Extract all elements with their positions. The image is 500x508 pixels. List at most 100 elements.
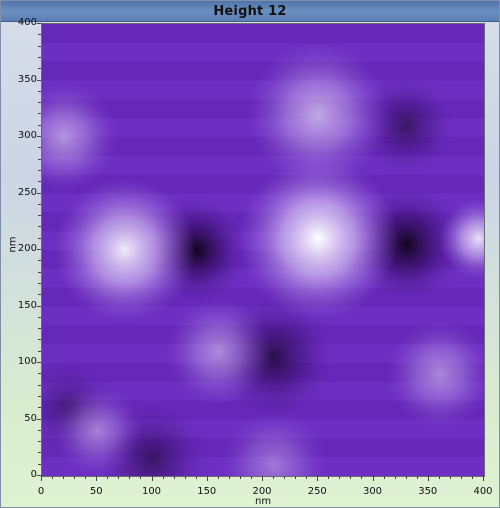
x-minor-tick bbox=[85, 476, 87, 479]
y-minor-tick bbox=[38, 249, 41, 250]
y-minor-tick bbox=[38, 102, 41, 104]
y-minor-tick bbox=[38, 407, 41, 409]
x-minor-tick bbox=[96, 476, 98, 479]
x-minor-tick bbox=[118, 476, 120, 479]
x-minor-tick bbox=[107, 476, 109, 479]
y-minor-tick bbox=[38, 181, 41, 183]
y-minor-tick bbox=[38, 316, 41, 318]
x-minor-tick bbox=[416, 476, 418, 479]
x-tick-label: 350 bbox=[418, 486, 438, 497]
y-minor-tick bbox=[38, 79, 41, 81]
x-minor-tick bbox=[394, 476, 396, 479]
x-minor-tick bbox=[273, 476, 275, 479]
y-minor-tick bbox=[38, 124, 41, 126]
y-minor-tick bbox=[38, 45, 41, 47]
y-tick-label: 350 bbox=[17, 73, 37, 85]
x-tick-label: 300 bbox=[362, 486, 383, 497]
y-minor-tick bbox=[38, 226, 41, 228]
x-tick-label: 200 bbox=[252, 486, 272, 497]
x-minor-tick bbox=[405, 476, 407, 479]
heatmap-texture-band bbox=[42, 42, 484, 62]
x-minor-tick bbox=[460, 476, 462, 479]
x-minor-tick bbox=[361, 476, 363, 479]
height-map-peak bbox=[53, 385, 142, 476]
x-tick-label: 50 bbox=[89, 486, 103, 497]
x-minor-tick bbox=[306, 476, 308, 479]
x-minor-tick bbox=[173, 476, 175, 479]
x-minor-tick bbox=[239, 476, 241, 479]
y-minor-tick bbox=[38, 113, 41, 115]
x-minor-tick bbox=[140, 476, 142, 479]
x-minor-tick bbox=[184, 476, 186, 479]
y-minor-tick bbox=[38, 192, 41, 194]
x-minor-tick bbox=[41, 476, 42, 479]
y-minor-tick bbox=[38, 305, 41, 307]
x-minor-tick bbox=[151, 476, 153, 479]
y-tick-label: 150 bbox=[17, 299, 37, 311]
y-tick-label: 0 bbox=[30, 469, 37, 480]
x-tick-label: 100 bbox=[141, 486, 162, 497]
y-minor-tick bbox=[38, 34, 41, 36]
y-tick-label: 250 bbox=[17, 186, 37, 198]
height-map-peak bbox=[42, 82, 118, 192]
y-minor-tick bbox=[38, 463, 41, 465]
x-minor-tick bbox=[206, 476, 208, 479]
y-minor-tick bbox=[38, 429, 41, 431]
y-axis-label: nm bbox=[7, 236, 19, 253]
height-map-peak bbox=[386, 320, 484, 429]
x-minor-tick bbox=[438, 476, 440, 479]
x-minor-tick bbox=[250, 476, 252, 479]
x-minor-tick bbox=[328, 476, 330, 479]
x-minor-tick bbox=[162, 476, 164, 479]
x-tick-label: 150 bbox=[197, 486, 217, 497]
y-minor-tick bbox=[38, 158, 41, 160]
x-tick-label: 400 bbox=[473, 486, 493, 497]
y-tick-label: 100 bbox=[17, 356, 37, 367]
height-map-peak bbox=[54, 177, 196, 323]
y-tick-label: 300 bbox=[17, 130, 37, 141]
height-map-peak bbox=[247, 42, 389, 187]
x-minor-tick bbox=[295, 476, 297, 479]
y-minor-tick bbox=[38, 418, 41, 420]
heatmap-texture-band bbox=[42, 24, 484, 43]
y-minor-tick bbox=[38, 339, 41, 341]
y-minor-tick bbox=[38, 136, 41, 137]
height-map-peak bbox=[221, 410, 328, 476]
x-minor-tick bbox=[129, 476, 131, 479]
y-tick-label: 200 bbox=[17, 243, 37, 254]
y-minor-tick bbox=[38, 68, 41, 70]
x-minor-tick bbox=[63, 476, 65, 479]
y-minor-tick bbox=[38, 203, 41, 205]
x-minor-tick bbox=[383, 476, 385, 479]
y-tick-label: 50 bbox=[24, 412, 37, 424]
y-minor-tick bbox=[38, 475, 41, 476]
x-minor-tick bbox=[195, 476, 197, 479]
x-axis-label: nm bbox=[255, 496, 272, 507]
y-minor-tick bbox=[38, 23, 41, 24]
y-minor-tick bbox=[38, 147, 41, 149]
window-title: Height 12 bbox=[213, 3, 287, 19]
x-minor-tick bbox=[372, 476, 374, 479]
height-map-peak bbox=[165, 297, 272, 406]
y-minor-tick bbox=[38, 362, 41, 363]
y-minor-tick bbox=[38, 237, 41, 239]
x-minor-tick bbox=[52, 476, 54, 479]
y-minor-tick bbox=[38, 373, 41, 375]
y-minor-tick bbox=[38, 271, 41, 273]
y-minor-tick bbox=[38, 215, 41, 217]
y-minor-tick bbox=[38, 384, 41, 386]
x-minor-tick bbox=[217, 476, 219, 479]
x-minor-tick bbox=[284, 476, 286, 479]
y-minor-tick bbox=[38, 282, 41, 284]
height-map-peak bbox=[439, 198, 484, 279]
height-map-plot[interactable] bbox=[41, 23, 485, 477]
x-minor-tick bbox=[427, 476, 429, 479]
window-titlebar[interactable]: Height 12 bbox=[1, 1, 499, 22]
x-minor-tick bbox=[317, 476, 319, 479]
y-minor-tick bbox=[38, 452, 41, 454]
y-minor-tick bbox=[38, 169, 41, 171]
x-minor-tick bbox=[350, 476, 352, 479]
y-tick-label: 400 bbox=[17, 17, 37, 28]
x-minor-tick bbox=[228, 476, 230, 479]
